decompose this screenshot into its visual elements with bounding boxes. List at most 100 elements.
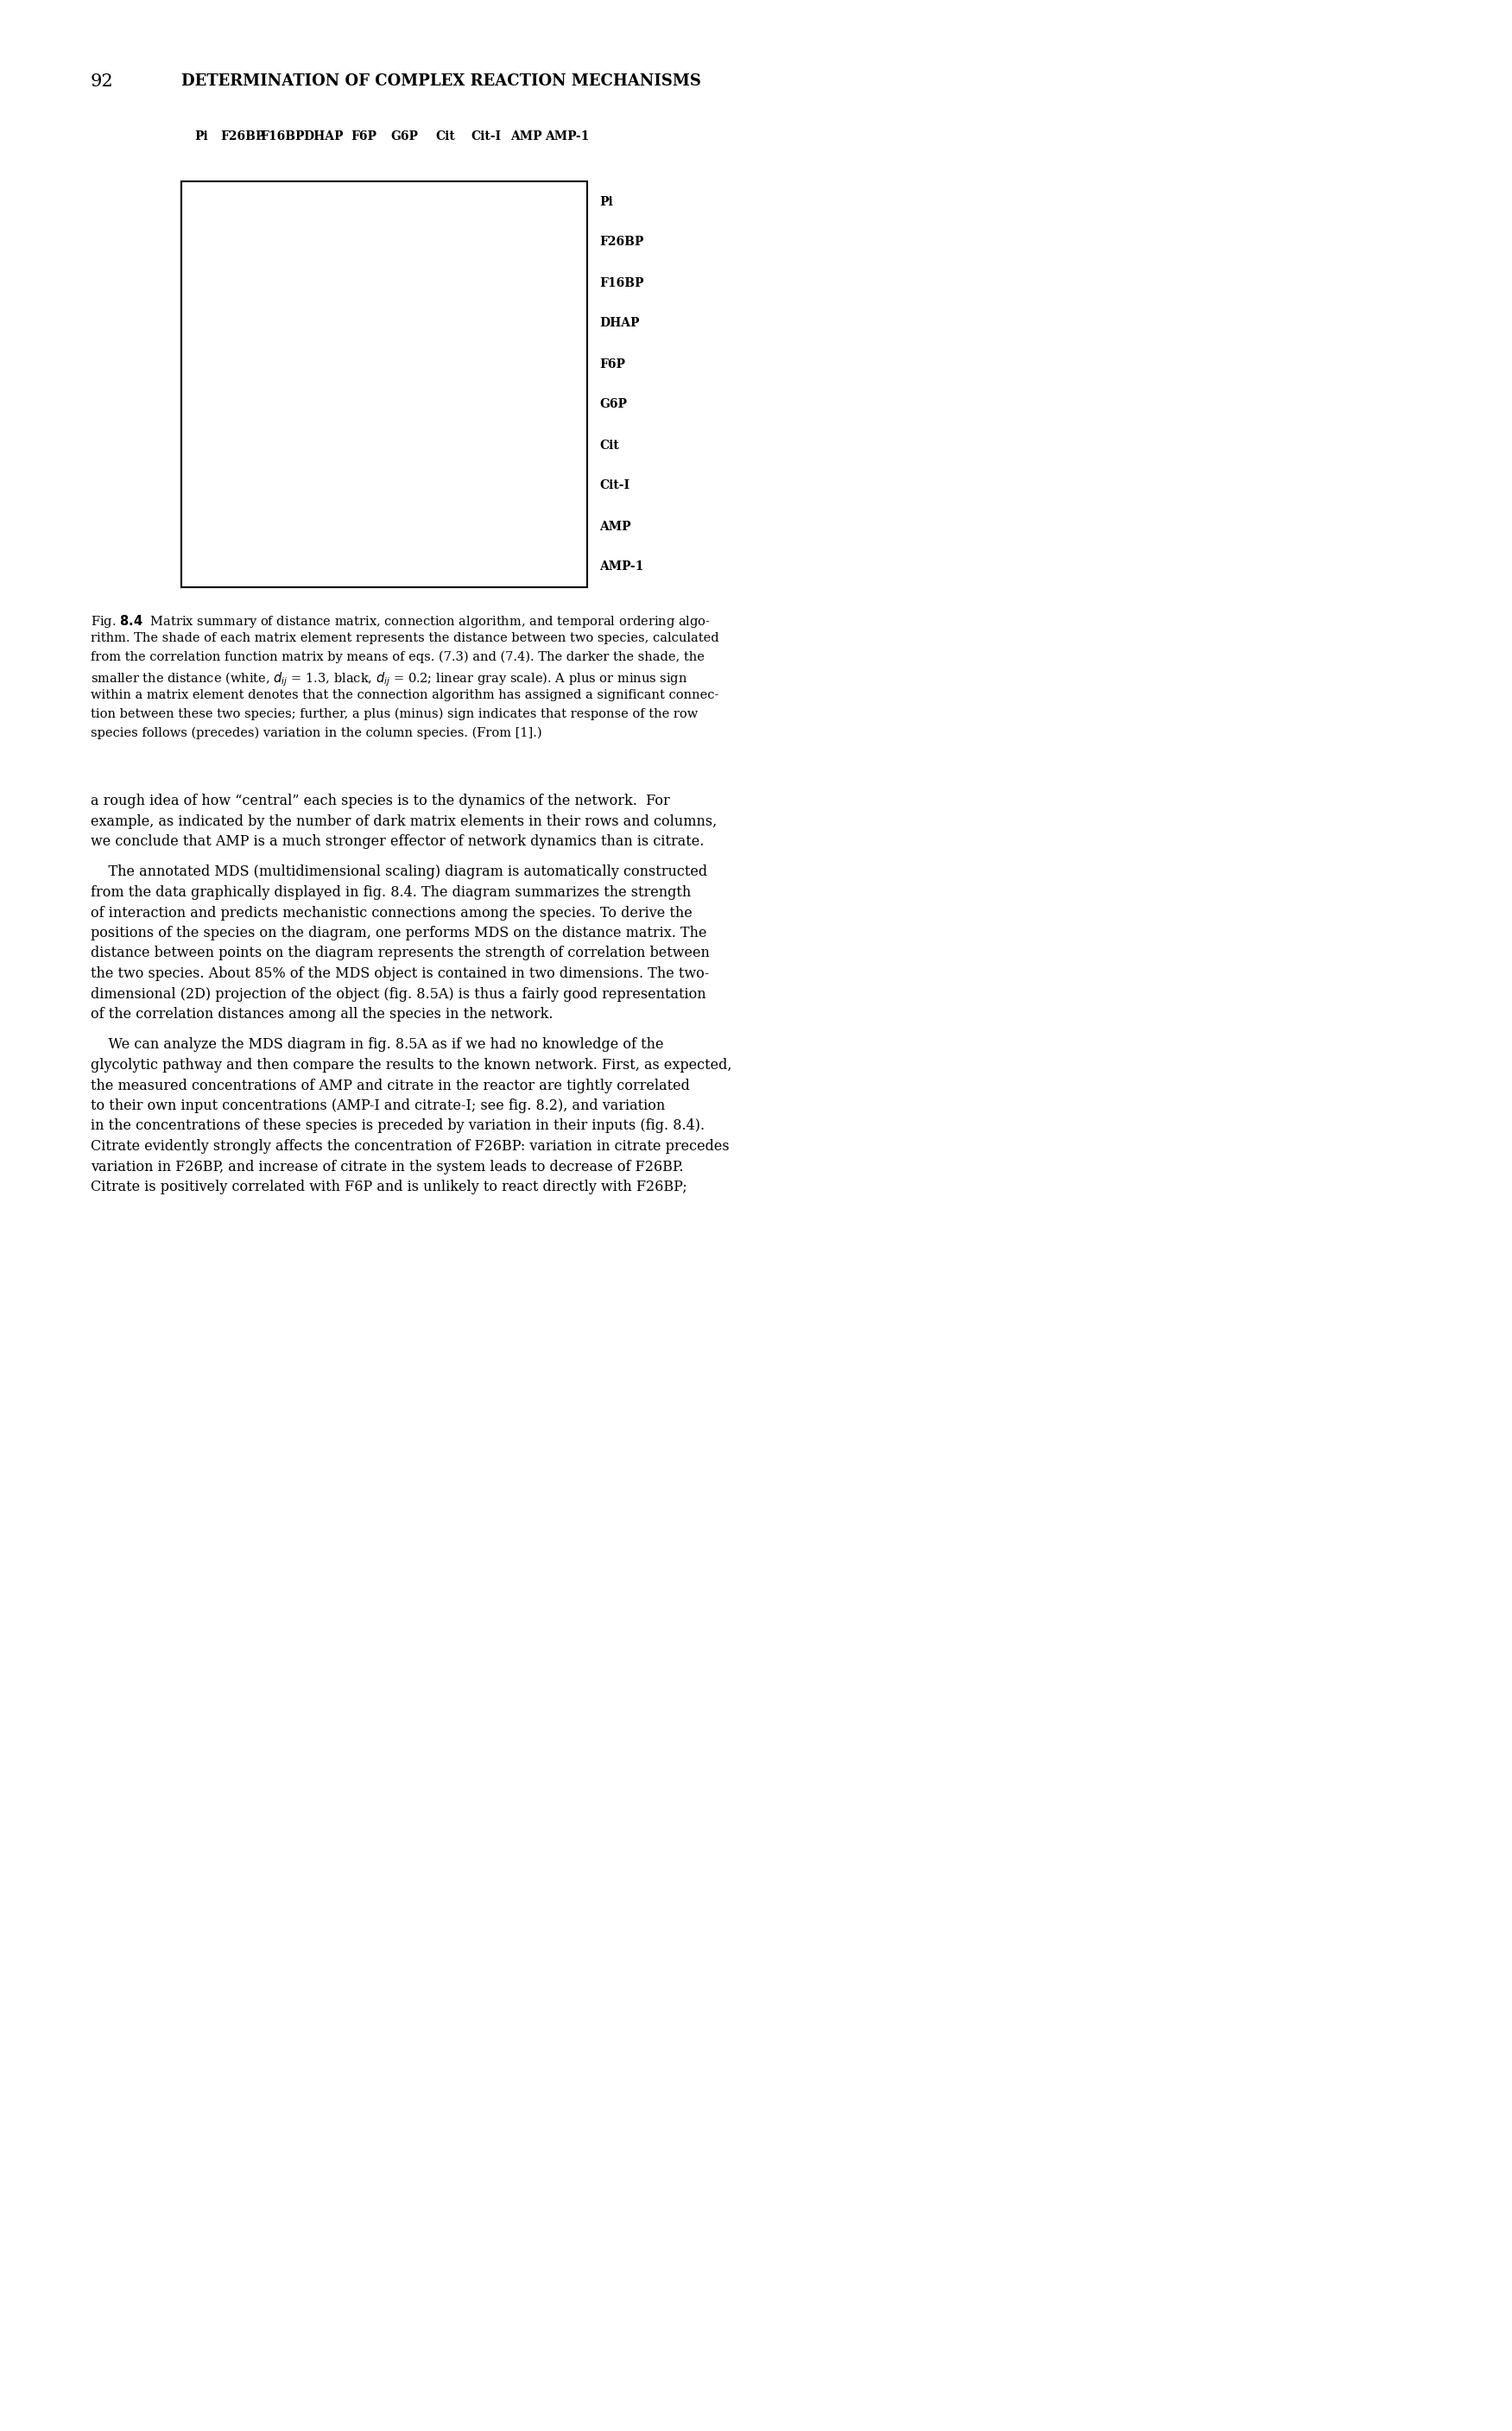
Bar [302,343,343,384]
Bar [302,425,343,464]
Bar [181,425,222,464]
Bar [507,506,547,547]
Text: Cit-I: Cit-I [470,131,500,143]
Bar [181,506,222,547]
Bar [466,506,507,547]
Bar [343,425,384,464]
Text: AMP: AMP [511,131,543,143]
Bar [181,464,222,506]
Bar [425,506,466,547]
Bar [384,425,425,464]
Text: Pi: Pi [195,131,209,143]
Bar [343,425,384,464]
Bar [263,464,302,506]
Bar [343,506,384,547]
Bar [343,547,384,588]
Bar [181,343,222,384]
Bar [181,263,222,304]
Bar [302,464,343,506]
Bar [181,384,222,425]
Bar [222,506,263,547]
Bar [384,384,425,425]
Text: species follows (precedes) variation in the column species. (From [1].): species follows (precedes) variation in … [91,727,541,739]
Bar [181,547,222,588]
Text: we conclude that AMP is a much stronger effector of network dynamics than is cit: we conclude that AMP is a much stronger … [91,834,705,848]
Text: positions of the species on the diagram, one performs MDS on the distance matrix: positions of the species on the diagram,… [91,926,706,941]
Text: We can analyze the MDS diagram in fig. 8.5A as if we had no knowledge of the: We can analyze the MDS diagram in fig. 8… [91,1038,664,1053]
Bar [343,343,384,384]
Bar [263,547,302,588]
Bar [263,343,302,384]
Bar [181,506,222,547]
Bar [181,263,222,304]
Bar [181,182,222,221]
Text: of the correlation distances among all the species in the network.: of the correlation distances among all t… [91,1006,553,1021]
Bar [222,343,263,384]
Bar [384,547,425,588]
Bar [181,384,222,425]
Bar [263,384,302,425]
Bar [222,384,263,425]
Text: Pi: Pi [599,194,612,207]
Bar [425,547,466,588]
Bar [466,464,507,506]
Bar [302,425,343,464]
Text: F6P: F6P [351,131,376,143]
Text: 92: 92 [91,73,113,90]
Bar [507,547,547,588]
Text: F16BP: F16BP [260,131,305,143]
Bar [222,547,263,588]
Bar [222,547,263,588]
Bar [263,343,302,384]
Bar [263,304,302,343]
Bar [384,464,425,506]
Text: the two species. About 85% of the MDS object is contained in two dimensions. The: the two species. About 85% of the MDS ob… [91,968,709,982]
Bar [384,506,425,547]
Bar [547,547,587,588]
Bar [343,464,384,506]
Bar [263,506,302,547]
Text: within a matrix element denotes that the connection algorithm has assigned a sig: within a matrix element denotes that the… [91,688,718,700]
Text: DHAP: DHAP [304,131,343,143]
Bar [507,547,547,588]
Bar [263,384,302,425]
Bar [384,506,425,547]
Bar [181,464,222,506]
Text: the measured concentrations of AMP and citrate in the reactor are tightly correl: the measured concentrations of AMP and c… [91,1079,689,1094]
Bar [343,384,384,425]
Bar [181,182,587,588]
Bar [384,384,425,425]
Bar [425,547,466,588]
Text: Cit: Cit [599,440,618,452]
Text: F26BP: F26BP [599,236,644,248]
Text: DHAP: DHAP [599,318,640,331]
Bar [263,304,302,343]
Bar [222,425,263,464]
Bar [466,547,507,588]
Bar [302,304,343,343]
Bar [425,506,466,547]
Text: Citrate evidently strongly affects the concentration of F26BP: variation in citr: Citrate evidently strongly affects the c… [91,1140,729,1155]
Bar [343,464,384,506]
Bar [425,425,466,464]
Text: of interaction and predicts mechanistic connections among the species. To derive: of interaction and predicts mechanistic … [91,904,692,921]
Bar [222,425,263,464]
Bar [222,506,263,547]
Bar [302,343,343,384]
Text: DETERMINATION OF COMPLEX REACTION MECHANISMS: DETERMINATION OF COMPLEX REACTION MECHAN… [181,73,702,90]
Bar [181,182,222,221]
Bar [302,506,343,547]
Text: glycolytic pathway and then compare the results to the known network. First, as : glycolytic pathway and then compare the … [91,1057,732,1072]
Bar [343,384,384,425]
Bar [181,304,222,343]
Bar [343,506,384,547]
Bar [343,547,384,588]
Bar [222,464,263,506]
Text: AMP-1: AMP-1 [599,562,644,574]
Text: Cit-I: Cit-I [599,479,629,491]
Bar [222,304,263,343]
Bar [222,221,263,263]
Text: dimensional (2D) projection of the object (fig. 8.5A) is thus a fairly good repr: dimensional (2D) projection of the objec… [91,987,706,1002]
Bar [384,425,425,464]
Bar [466,506,507,547]
